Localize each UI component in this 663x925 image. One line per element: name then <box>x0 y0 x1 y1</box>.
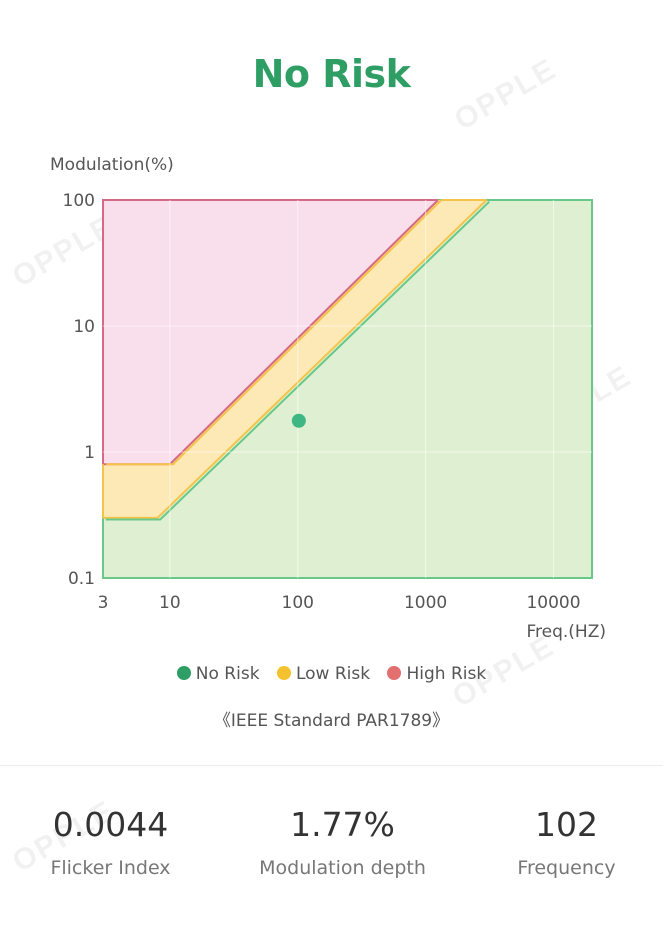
frequency-metric: 102 Frequency <box>456 800 663 886</box>
y-tick-label: 10 <box>73 317 95 337</box>
legend-low-risk-dot <box>276 666 291 680</box>
x-tick-label: 10 <box>159 593 181 613</box>
high-risk-region <box>103 200 438 465</box>
y-tick-label: 100 <box>63 191 95 211</box>
high-risk-border <box>102 199 438 465</box>
legend-no-risk-dot <box>176 666 191 680</box>
legend-low-risk-label: Low Risk <box>295 664 371 684</box>
flicker-index-metric: 0.0044 Flicker Index <box>0 800 221 886</box>
y-axis-label: Modulation(%) <box>50 155 174 175</box>
flicker-risk-chart: 0.1 1 10 100 3 10 100 1000 10000 Modulation(%) Fre… <box>50 155 606 642</box>
frequency-value: 102 <box>535 805 598 844</box>
modulation-depth-metric: 1.77% Modulation depth <box>232 800 453 886</box>
low-risk-lower-line <box>103 199 488 519</box>
x-tick-label: 3 <box>98 593 109 613</box>
chart-legend: No Risk Low Risk High Risk <box>0 664 663 684</box>
measurement-point <box>291 413 306 428</box>
modulation-depth-label: Modulation depth <box>259 857 426 879</box>
legend-item-high-risk: High Risk <box>387 664 486 684</box>
flicker-index-value: 0.0044 <box>52 805 169 844</box>
modulation-depth-value: 1.77% <box>290 805 395 844</box>
low-risk-boundary-line <box>106 199 443 466</box>
flicker-index-label: Flicker Index <box>50 857 171 879</box>
legend-item-low-risk: Low Risk <box>276 664 371 684</box>
legend-high-risk-label: High Risk <box>406 664 487 684</box>
y-tick-label: 0.1 <box>68 569 95 589</box>
y-tick-label: 1 <box>84 443 95 463</box>
divider <box>0 765 663 766</box>
legend-item-no-risk: No Risk <box>176 664 260 684</box>
legend-high-risk-dot <box>387 666 402 680</box>
no-risk-boundary-line <box>105 200 490 521</box>
frequency-label: Frequency <box>517 857 616 879</box>
x-tick-label: 10000 <box>526 593 580 613</box>
standard-reference: 《IEEE Standard PAR1789》 <box>213 711 450 731</box>
x-tick-label: 100 <box>282 593 314 613</box>
legend-no-risk-label: No Risk <box>195 664 260 684</box>
risk-title: No Risk <box>252 52 411 96</box>
x-tick-label: 1000 <box>404 593 447 613</box>
x-axis-label: Freq.(HZ) <box>526 622 606 642</box>
